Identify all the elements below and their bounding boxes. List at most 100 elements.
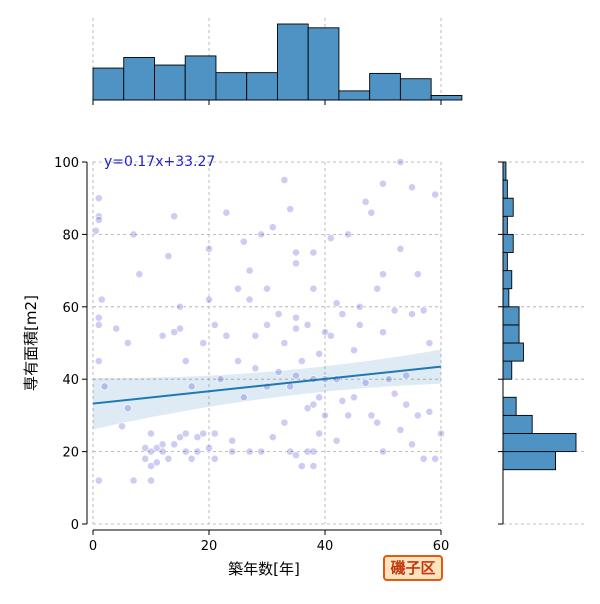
scatter-point xyxy=(94,357,103,365)
scatter-point xyxy=(286,205,295,213)
scatter-point xyxy=(292,371,300,380)
marginal-y-histogram xyxy=(498,161,585,525)
scatter-point xyxy=(419,306,428,315)
scatter-point xyxy=(373,284,382,293)
scatter-point xyxy=(268,223,277,232)
scatter-point xyxy=(297,357,306,365)
scatter-point xyxy=(251,364,260,373)
scatter-point xyxy=(210,429,219,438)
district-badge: 磯子区 xyxy=(383,555,443,581)
scatter-point xyxy=(309,462,318,470)
scatter-point xyxy=(350,393,358,402)
right-hist-bar xyxy=(502,197,514,217)
scatter-point xyxy=(413,411,422,420)
scatter-point xyxy=(292,451,300,460)
scatter-point xyxy=(350,346,358,355)
scatter-point xyxy=(425,339,434,347)
scatter-point xyxy=(100,382,109,391)
scatter-point xyxy=(158,447,167,456)
scatter-point xyxy=(234,357,242,365)
scatter-point xyxy=(94,216,103,224)
right-hist-bar xyxy=(502,414,533,434)
y-tick-label: 0 xyxy=(71,518,79,533)
y-tick-label: 60 xyxy=(62,301,79,316)
scatter-point xyxy=(118,422,126,431)
scatter-point xyxy=(152,444,161,452)
scatter-point xyxy=(147,447,155,456)
scatter-point xyxy=(431,190,440,199)
scatter-point xyxy=(274,310,283,318)
scatter-point xyxy=(437,429,445,438)
main-grid xyxy=(92,161,442,525)
right-hist-bar xyxy=(502,306,520,326)
scatter-point xyxy=(303,404,312,413)
scatter-point xyxy=(332,436,341,445)
scatter-point xyxy=(309,284,318,293)
scatter-point xyxy=(292,324,300,333)
scatter-point xyxy=(408,183,416,192)
scatter-point xyxy=(402,371,411,380)
scatter-point xyxy=(158,331,167,340)
scatter-point xyxy=(390,389,399,398)
scatter-point xyxy=(147,429,155,438)
scatter-point xyxy=(367,411,376,420)
scatter-point xyxy=(92,226,100,235)
right-hist-bar xyxy=(502,433,577,453)
scatter-point xyxy=(164,454,173,463)
top-hist-bar xyxy=(184,55,217,101)
scatter-point xyxy=(239,237,248,246)
scatter-point xyxy=(303,447,312,456)
scatter-point xyxy=(193,433,202,442)
x-tick-label: 40 xyxy=(317,539,334,554)
scatter-point xyxy=(292,259,300,268)
top-hist-bar xyxy=(399,78,432,101)
scatter-point xyxy=(286,382,295,391)
scatter-point xyxy=(216,375,225,384)
axes: 0 20 40 60 0 20 40 60 80 100 xyxy=(54,156,449,554)
x-tick-label: 20 xyxy=(201,539,218,554)
scatter-point xyxy=(419,454,428,463)
scatter-point xyxy=(135,270,144,279)
scatter-point xyxy=(152,458,161,467)
right-hist-bar xyxy=(502,215,508,235)
scatter-point xyxy=(123,339,132,347)
scatter-point xyxy=(396,425,405,434)
right-hist-bar xyxy=(502,270,513,290)
scatter-point xyxy=(222,208,231,217)
confidence-band xyxy=(93,349,441,430)
scatter-point xyxy=(274,368,283,376)
scatter-point xyxy=(297,462,306,470)
scatter-point xyxy=(355,302,364,311)
scatter-point xyxy=(390,306,399,315)
scatter-point xyxy=(379,179,387,188)
right-hist-bar xyxy=(502,342,524,362)
scatter-point xyxy=(129,230,138,239)
scatter-point xyxy=(408,310,416,318)
scatter-point xyxy=(234,284,242,293)
scatter-point xyxy=(199,339,208,347)
scatter-point xyxy=(129,476,138,485)
scatter-point xyxy=(181,357,190,365)
scatter-point xyxy=(205,244,213,253)
scatter-point xyxy=(309,447,318,456)
scatter-point xyxy=(431,454,440,463)
right-hist-bar xyxy=(502,252,508,272)
scatter-point xyxy=(228,447,237,456)
scatter-point xyxy=(187,382,196,391)
marginal-x-histogram xyxy=(92,18,463,105)
scatter-point xyxy=(94,320,103,329)
scatter-point xyxy=(205,444,213,452)
scatter-point xyxy=(367,208,376,217)
scatter-point xyxy=(257,447,266,456)
scatter-point xyxy=(396,158,405,166)
scatter-point xyxy=(176,433,184,442)
scatter-point xyxy=(245,266,254,275)
scatter-point xyxy=(355,320,364,329)
scatter-point xyxy=(263,284,271,293)
regression-line xyxy=(92,365,442,405)
scatter-point xyxy=(97,295,106,304)
scatter-point xyxy=(309,400,318,409)
y-tick-label: 40 xyxy=(62,373,79,388)
scatter-point xyxy=(268,433,277,442)
